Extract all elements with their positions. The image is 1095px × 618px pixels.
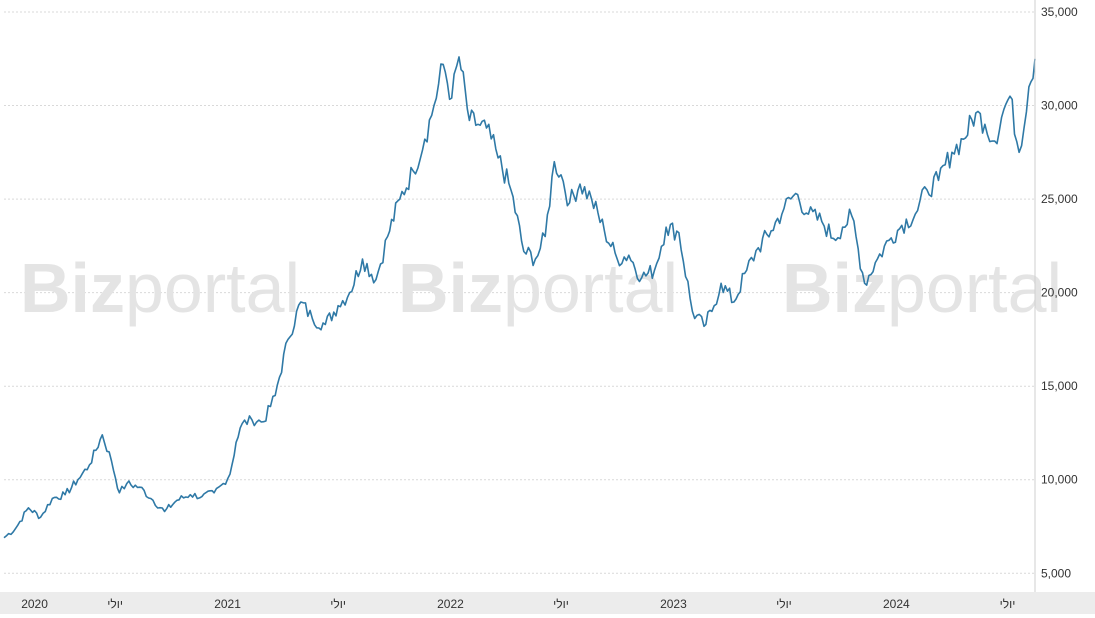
- watermark-text: Bizportal: [398, 249, 678, 327]
- series-layer: [3, 56, 1036, 539]
- y-tick-label: 20,000: [1041, 286, 1078, 300]
- x-tick-label: 2022: [437, 597, 464, 611]
- x-axis-bar: [0, 592, 1095, 614]
- y-tick-label: 15,000: [1041, 379, 1078, 393]
- watermark: Bizportal Bizportal Bizportal: [20, 249, 1062, 327]
- x-tick-label: יולי: [553, 597, 569, 611]
- y-tick-label: 10,000: [1041, 473, 1078, 487]
- x-tick-label: יולי: [107, 597, 123, 611]
- watermark-brand-light: portal: [887, 249, 1062, 327]
- watermark-brand-bold: Biz: [398, 249, 503, 327]
- watermark-text: Bizportal: [20, 249, 300, 327]
- x-axis: אוג'2020יולי2021יולי2022יולי2023יולי2024…: [0, 592, 1095, 614]
- y-axis: 5,000 10,000 15,000 20,000 25,000 30,000 35,00…: [1034, 0, 1078, 592]
- price-series-line: [3, 56, 1036, 539]
- y-tick-label: 5,000: [1041, 566, 1071, 580]
- x-tick-label: יולי: [330, 597, 346, 611]
- x-tick-label: 2020: [21, 597, 48, 611]
- watermark-brand-bold: Biz: [782, 249, 887, 327]
- y-tick-label: 35,000: [1041, 5, 1078, 19]
- x-tick-label: 2023: [660, 597, 687, 611]
- y-tick-label: 30,000: [1041, 99, 1078, 113]
- x-tick-label: יולי: [776, 597, 792, 611]
- watermark-brand-light: portal: [503, 249, 678, 327]
- watermark-text: Bizportal: [782, 249, 1062, 327]
- watermark-brand-light: portal: [125, 249, 300, 327]
- y-tick-label: 25,000: [1041, 192, 1078, 206]
- watermark-brand-bold: Biz: [20, 249, 125, 327]
- x-tick-label: 2024: [883, 597, 910, 611]
- x-tick-label: 2021: [214, 597, 241, 611]
- x-tick-label: יולי: [1000, 597, 1016, 611]
